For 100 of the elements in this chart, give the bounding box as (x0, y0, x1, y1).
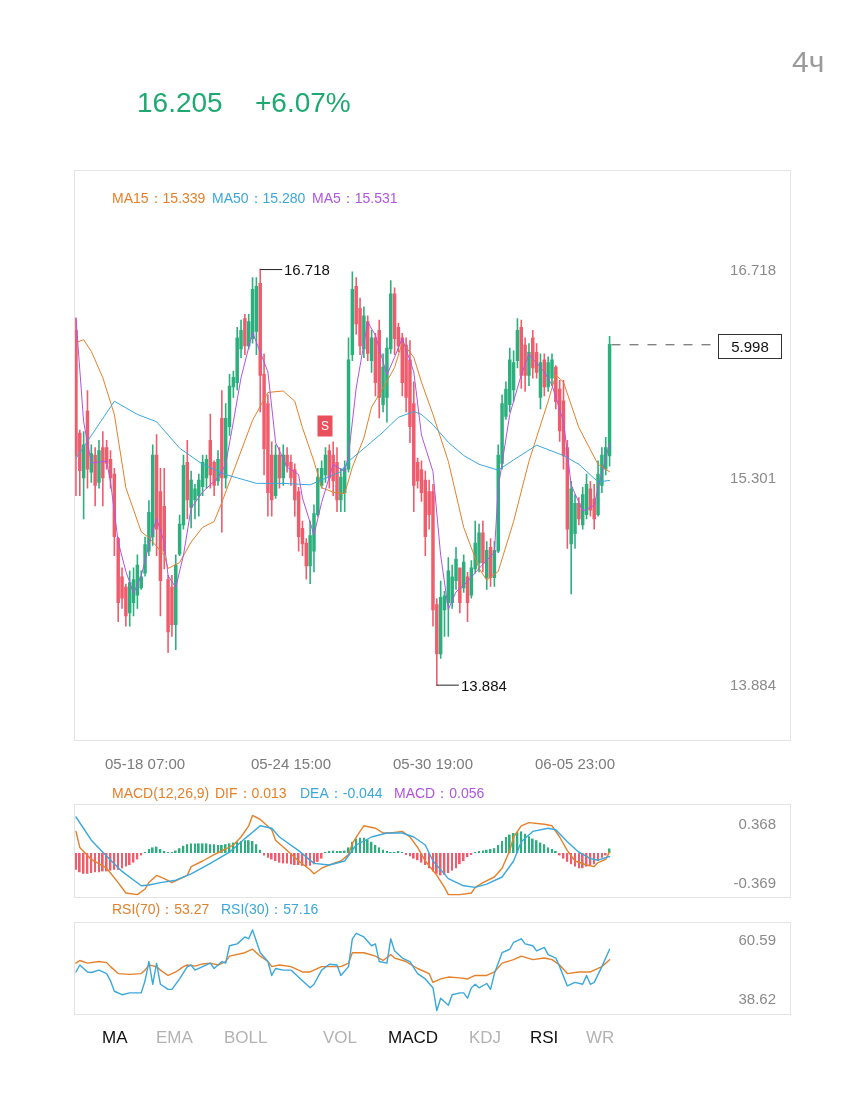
candlestick (515, 318, 520, 369)
bar (213, 844, 216, 853)
candlestick (569, 481, 573, 595)
bar (148, 849, 150, 853)
y-tick-label: 13.884 (730, 676, 776, 694)
bar (316, 853, 319, 862)
candlestick (377, 319, 381, 419)
text: MACD：0.056 (394, 785, 485, 801)
candlestick (166, 574, 170, 653)
bar (412, 853, 415, 859)
series-label: DIF：0.013 (215, 785, 287, 801)
bar (547, 847, 550, 853)
bar (378, 847, 381, 853)
bar (125, 853, 127, 867)
bar (505, 837, 507, 853)
candlestick (481, 520, 485, 573)
bar (409, 853, 411, 857)
text: BOLL (224, 1028, 268, 1047)
bar (485, 849, 488, 853)
text: RSI (530, 1028, 559, 1047)
candlestick (220, 390, 224, 533)
bar (82, 853, 85, 874)
bar (458, 853, 461, 865)
bar (75, 853, 77, 870)
candlestick (75, 318, 78, 496)
bar (151, 847, 154, 853)
bar (240, 841, 242, 853)
candlestick (527, 343, 531, 386)
text: MA15：15.339 (112, 190, 206, 206)
candlestick (81, 431, 86, 520)
bar (282, 853, 285, 864)
bar (497, 845, 500, 853)
bar (363, 837, 365, 853)
bar (558, 853, 561, 856)
bar (447, 853, 450, 873)
annotation: 5.998 (731, 338, 769, 355)
candlestick (101, 431, 105, 507)
bar (197, 843, 200, 853)
text: 16.205 (137, 87, 223, 118)
bar (244, 840, 246, 853)
candlestick (243, 313, 247, 356)
text: EMA (156, 1028, 194, 1047)
text: MA5：15.531 (312, 190, 398, 206)
text: 4ч (792, 45, 825, 78)
bar (343, 850, 346, 853)
bar (601, 853, 603, 858)
candlestick (189, 470, 193, 529)
bar (462, 853, 465, 861)
legend-title: MACD(12,26,9) (112, 785, 210, 801)
annotation: S (321, 419, 330, 433)
candlestick (546, 356, 550, 392)
bar (190, 843, 192, 853)
candlestick (93, 447, 97, 507)
candlestick (446, 557, 451, 637)
bar (278, 853, 281, 863)
candlestick (458, 567, 462, 614)
bar (267, 853, 269, 858)
bar (366, 839, 369, 853)
y-tick-label: 16.718 (730, 260, 776, 278)
bar (455, 853, 457, 869)
bar (531, 838, 534, 853)
text: +6.07% (255, 87, 351, 118)
bar (604, 853, 607, 856)
bar (194, 843, 196, 853)
candlestick (592, 484, 596, 530)
candlestick (531, 330, 535, 379)
candlestick (577, 497, 581, 526)
bar (493, 848, 496, 853)
candlestick (281, 444, 285, 486)
y-tick-label: 0.368 (738, 814, 776, 832)
bar (566, 853, 569, 862)
x-tick-label: 05-30 19:00 (392, 755, 474, 772)
bar (382, 849, 384, 853)
candlestick (350, 271, 355, 361)
candlestick (97, 440, 101, 489)
annotation: 13.884 (461, 677, 507, 694)
candlestick (127, 570, 132, 627)
bar (128, 853, 131, 865)
candlestick (185, 440, 190, 520)
text: RSI(70)：53.27 (112, 901, 210, 917)
bar (270, 853, 273, 860)
bar (501, 841, 503, 853)
bar (543, 844, 546, 853)
bar (320, 853, 323, 859)
candlestick (484, 541, 489, 590)
bar (78, 853, 81, 873)
x-tick-label: 05-24 15:00 (250, 755, 331, 772)
annotation: 16.718 (284, 261, 330, 278)
bar (209, 844, 212, 853)
x-tick-label: 05-18 07:00 (105, 755, 186, 772)
bar (98, 853, 100, 873)
bar (551, 849, 553, 853)
candlestick (392, 287, 397, 356)
text: MA50：15.280 (212, 190, 306, 206)
bar (201, 843, 204, 853)
candlestick (477, 523, 481, 573)
bar (528, 836, 530, 853)
text: MACD (388, 1028, 439, 1047)
text: VOL (323, 1028, 358, 1047)
bar (121, 853, 123, 869)
